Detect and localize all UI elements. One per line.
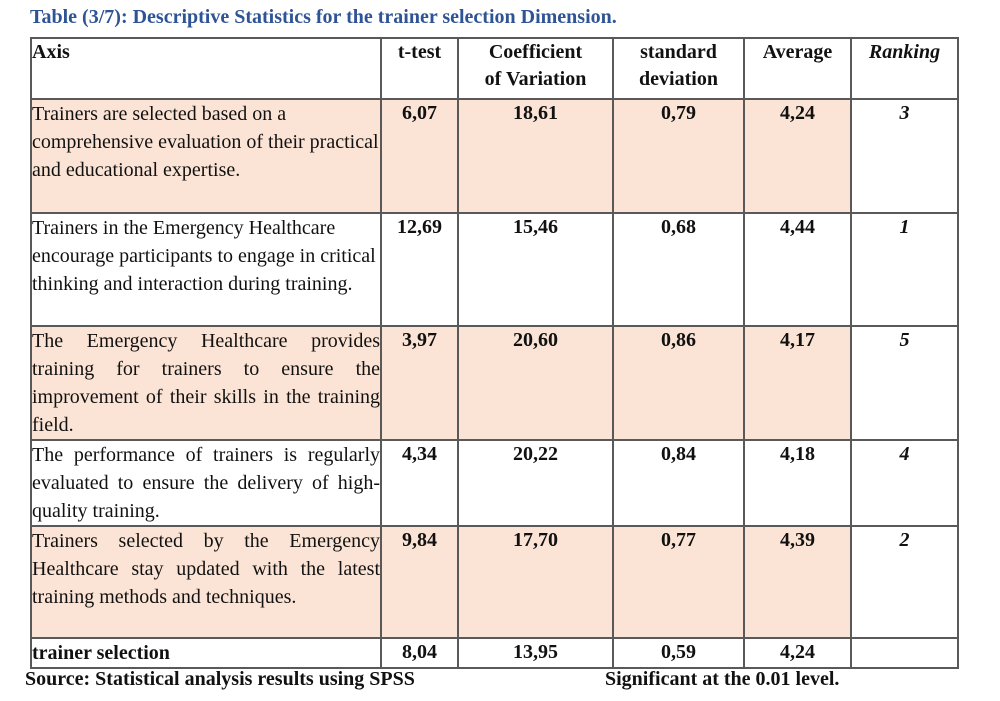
t-test-value: 6,07 xyxy=(380,98,459,214)
axis-statement: Trainers selected by the Emergency Healt… xyxy=(30,525,382,639)
standard-deviation-value: 0,77 xyxy=(612,525,745,639)
significance-note: Significant at the 0.01 level. xyxy=(605,668,840,690)
table-header-row: Axis t-test Coefficient of Variation sta… xyxy=(30,37,959,100)
ranking-value: 5 xyxy=(850,325,959,441)
coefficient-of-variation-value: 15,46 xyxy=(457,212,614,327)
header-axis: Axis xyxy=(30,37,382,100)
standard-deviation-value: 0,84 xyxy=(612,439,745,527)
axis-statement: The performance of trainers is regularly… xyxy=(30,439,382,527)
ranking-value: 2 xyxy=(850,525,959,639)
header-cov-line1: Coefficient xyxy=(488,41,583,63)
average-value: 4,44 xyxy=(743,212,852,327)
average-value: 4,17 xyxy=(743,325,852,441)
coefficient-of-variation-value: 20,22 xyxy=(457,439,614,527)
t-test-value: 4,34 xyxy=(380,439,459,527)
header-average: Average xyxy=(743,37,852,100)
standard-deviation-value: 0,86 xyxy=(612,325,745,441)
ranking-value: 3 xyxy=(850,98,959,214)
header-standard-deviation: standard deviation xyxy=(612,37,745,100)
header-sd-line1: standard xyxy=(640,41,717,63)
average-value: 4,24 xyxy=(743,637,852,669)
axis-statement: Trainers in the Emergency Healthcare enc… xyxy=(30,212,382,327)
t-test-value: 12,69 xyxy=(380,212,459,327)
axis-statement: Trainers are selected based on a compreh… xyxy=(30,98,382,214)
ranking-value: 1 xyxy=(850,212,959,327)
table-row: Trainers in the Emergency Healthcare enc… xyxy=(30,212,959,327)
ranking-value xyxy=(850,637,959,669)
source-note: Source: Statistical analysis results usi… xyxy=(25,668,415,690)
average-value: 4,39 xyxy=(743,525,852,639)
t-test-value: 3,97 xyxy=(380,325,459,441)
dimension-label: trainer selection xyxy=(30,637,382,669)
standard-deviation-value: 0,59 xyxy=(612,637,745,669)
t-test-value: 9,84 xyxy=(380,525,459,639)
coefficient-of-variation-value: 18,61 xyxy=(457,98,614,214)
average-value: 4,24 xyxy=(743,98,852,214)
table-caption: Table (3/7): Descriptive Statistics for … xyxy=(30,6,617,28)
coefficient-of-variation-value: 13,95 xyxy=(457,637,614,669)
table-row: Trainers are selected based on a compreh… xyxy=(30,98,959,214)
axis-statement: The Emergency Healthcare provides traini… xyxy=(30,325,382,441)
coefficient-of-variation-value: 20,60 xyxy=(457,325,614,441)
table-total-row: trainer selection 8,04 13,95 0,59 4,24 xyxy=(30,637,959,669)
t-test-value: 8,04 xyxy=(380,637,459,669)
header-ranking: Ranking xyxy=(850,37,959,100)
table-row: The performance of trainers is regularly… xyxy=(30,439,959,527)
standard-deviation-value: 0,79 xyxy=(612,98,745,214)
table-footer: Source: Statistical analysis results usi… xyxy=(25,668,975,696)
header-sd-line2: deviation xyxy=(639,68,718,90)
coefficient-of-variation-value: 17,70 xyxy=(457,525,614,639)
header-coefficient-of-variation: Coefficient of Variation xyxy=(457,37,614,100)
average-value: 4,18 xyxy=(743,439,852,527)
ranking-value: 4 xyxy=(850,439,959,527)
header-t-test: t-test xyxy=(380,37,459,100)
header-cov-line2: of Variation xyxy=(484,68,587,90)
descriptive-statistics-table: Axis t-test Coefficient of Variation sta… xyxy=(30,37,959,669)
table-row: Trainers selected by the Emergency Healt… xyxy=(30,525,959,639)
standard-deviation-value: 0,68 xyxy=(612,212,745,327)
table-row: The Emergency Healthcare provides traini… xyxy=(30,325,959,441)
